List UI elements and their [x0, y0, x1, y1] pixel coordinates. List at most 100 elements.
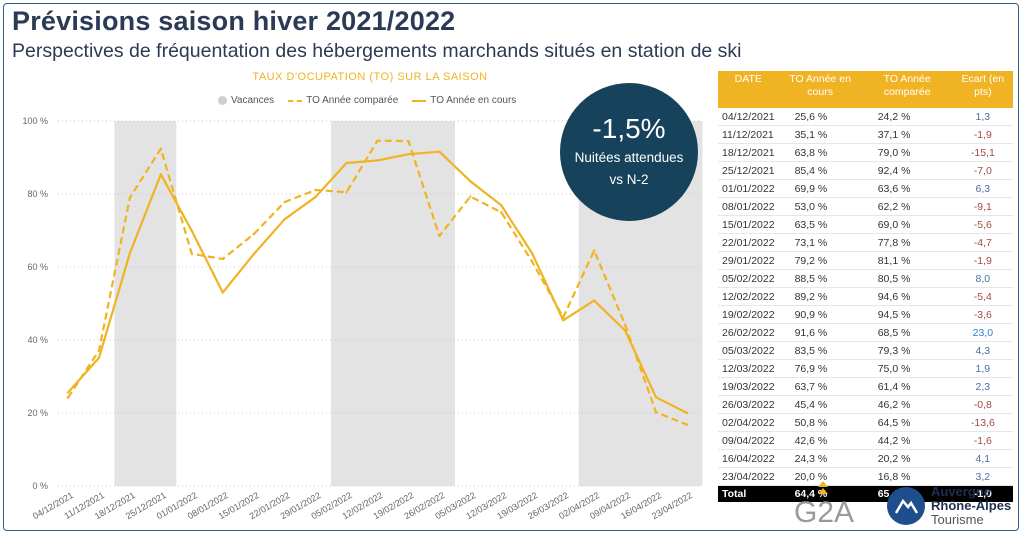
cell-ecart: -15,1 [952, 143, 1013, 162]
table-row: 19/02/2022 90,9 % 94,5 % -3,6 [718, 305, 1013, 324]
cell-ecart: -1,6 [952, 431, 1013, 450]
cell-to-current: 63,8 % [778, 143, 862, 162]
col-to-compared[interactable]: TO Année comparée [861, 71, 953, 108]
cell-ecart: -1,9 [952, 125, 1013, 144]
cell-to-compared: 20,2 % [861, 449, 953, 468]
cell-date: 02/04/2022 [718, 413, 779, 432]
cell-to-current: 88,5 % [778, 269, 862, 288]
cell-ecart: -1,9 [952, 251, 1013, 270]
data-point-current [252, 253, 255, 256]
data-point-current [128, 251, 132, 255]
cell-date: 04/12/2021 [718, 108, 779, 126]
col-date[interactable]: DATE [718, 71, 779, 108]
col-to-current[interactable]: TO Année en cours [778, 71, 862, 108]
cell-to-current: 73,1 % [778, 233, 862, 252]
nuitees-bubble: -1,5% Nuitées attendues vs N-2 [560, 83, 698, 221]
data-point-current [221, 291, 224, 294]
cell-to-current: 63,7 % [778, 377, 862, 396]
cell-to-current: 35,1 % [778, 125, 862, 144]
cell-to-current: 42,6 % [778, 431, 862, 450]
cell-to-current: 76,9 % [778, 359, 862, 378]
y-tick-label: 100 % [22, 116, 48, 126]
data-point-compared [500, 211, 503, 214]
data-point-current [623, 329, 627, 332]
cell-to-compared: 68,5 % [861, 323, 953, 342]
cell-date: 12/02/2022 [718, 287, 779, 306]
ara-logo: Auvergne Rhône-Alpes Tourisme [887, 485, 1011, 527]
table-row: 25/12/2021 85,4 % 92,4 % -7,0 [718, 161, 1013, 180]
y-tick-label: 60 % [27, 262, 48, 272]
col-ecart[interactable]: Ecart (en pts) [952, 71, 1013, 108]
cell-to-compared: 92,4 % [861, 161, 953, 180]
cell-to-current: 50,8 % [778, 413, 862, 432]
cell-to-current: 63,5 % [778, 215, 862, 234]
cell-date: 23/04/2022 [718, 467, 779, 486]
cell-to-current: 79,2 % [778, 251, 862, 270]
vacances-band-0 [114, 121, 177, 486]
cell-ecart: 8,0 [952, 269, 1013, 288]
total-ecart: -1,0 [952, 485, 1013, 502]
data-point-current [438, 150, 441, 153]
table-row: 01/01/2022 69,9 % 63,6 % 6,3 [718, 179, 1013, 198]
cell-to-compared: 61,4 % [861, 377, 953, 396]
data-point-current [283, 217, 286, 221]
cell-to-compared: 62,2 % [861, 197, 953, 216]
data-point-current [592, 299, 596, 302]
bubble-value: -1,5% [592, 113, 666, 144]
cell-date: 22/01/2022 [718, 233, 779, 252]
cell-ecart: 4,3 [952, 341, 1013, 360]
cell-to-compared: 64,5 % [861, 413, 953, 432]
legend-vacances-label: Vacances [231, 95, 275, 106]
cell-to-compared: 94,6 % [861, 287, 953, 306]
table-row: 12/02/2022 89,2 % 94,6 % -5,4 [718, 287, 1013, 306]
total-label: Total [718, 485, 779, 502]
cell-to-compared: 80,5 % [861, 269, 953, 288]
cell-to-current: 69,9 % [778, 179, 862, 198]
g2a-logo-text: G2A [794, 496, 854, 528]
cell-ecart: -13,6 [952, 413, 1013, 432]
legend-vacances-swatch [218, 96, 227, 105]
data-point-compared [654, 411, 658, 414]
cell-date: 25/12/2021 [718, 161, 779, 180]
data-point-compared [190, 252, 193, 256]
cell-ecart: -9,1 [952, 197, 1013, 216]
table-row: 26/03/2022 45,4 % 46,2 % -0,8 [718, 395, 1013, 414]
data-point-compared [128, 196, 132, 199]
data-point-compared [438, 234, 441, 238]
legend-current-swatch [412, 99, 427, 102]
data-point-compared [407, 139, 410, 143]
occupancy-table: DATE TO Année en cours TO Année comparée… [718, 71, 1013, 502]
cell-ecart: 3,2 [952, 467, 1013, 486]
table-row: 16/04/2022 24,3 % 20,2 % 4,1 [718, 449, 1013, 468]
cell-date: 08/01/2022 [718, 197, 779, 216]
vacances-band-1 [331, 121, 455, 486]
cell-ecart: 1,9 [952, 359, 1013, 378]
table-header-row: DATE TO Année en cours TO Année comparée… [718, 71, 1013, 108]
cell-to-compared: 24,2 % [861, 108, 953, 126]
table-row: 02/04/2022 50,8 % 64,5 % -13,6 [718, 413, 1013, 432]
data-point-compared [345, 190, 348, 194]
table-row: 05/03/2022 83,5 % 79,3 % 4,3 [718, 341, 1013, 360]
cell-date: 26/03/2022 [718, 395, 779, 414]
cell-date: 09/04/2022 [718, 431, 779, 450]
cell-ecart: -7,0 [952, 161, 1013, 180]
cell-to-current: 85,4 % [778, 161, 862, 180]
table-row: 11/12/2021 35,1 % 37,1 % -1,9 [718, 125, 1013, 144]
data-point-current [654, 396, 658, 399]
cell-to-current: 24,3 % [778, 449, 862, 468]
data-point-current [97, 356, 101, 360]
cell-date: 19/03/2022 [718, 377, 779, 396]
data-point-current [469, 180, 472, 183]
cell-to-compared: 63,6 % [861, 179, 953, 198]
table-row: 15/01/2022 63,5 % 69,0 % -5,6 [718, 215, 1013, 234]
cell-to-compared: 44,2 % [861, 431, 953, 450]
chart-title: TAUX D'OCUPATION (TO) SUR LA SAISON [252, 71, 488, 83]
data-point-compared [221, 257, 224, 261]
data-point-current [376, 159, 379, 162]
cell-to-current: 45,4 % [778, 395, 862, 414]
data-point-compared [314, 188, 317, 192]
data-point-compared [623, 323, 627, 326]
cell-to-compared: 75,0 % [861, 359, 953, 378]
cell-to-compared: 79,0 % [861, 143, 953, 162]
data-point-compared [159, 147, 163, 150]
